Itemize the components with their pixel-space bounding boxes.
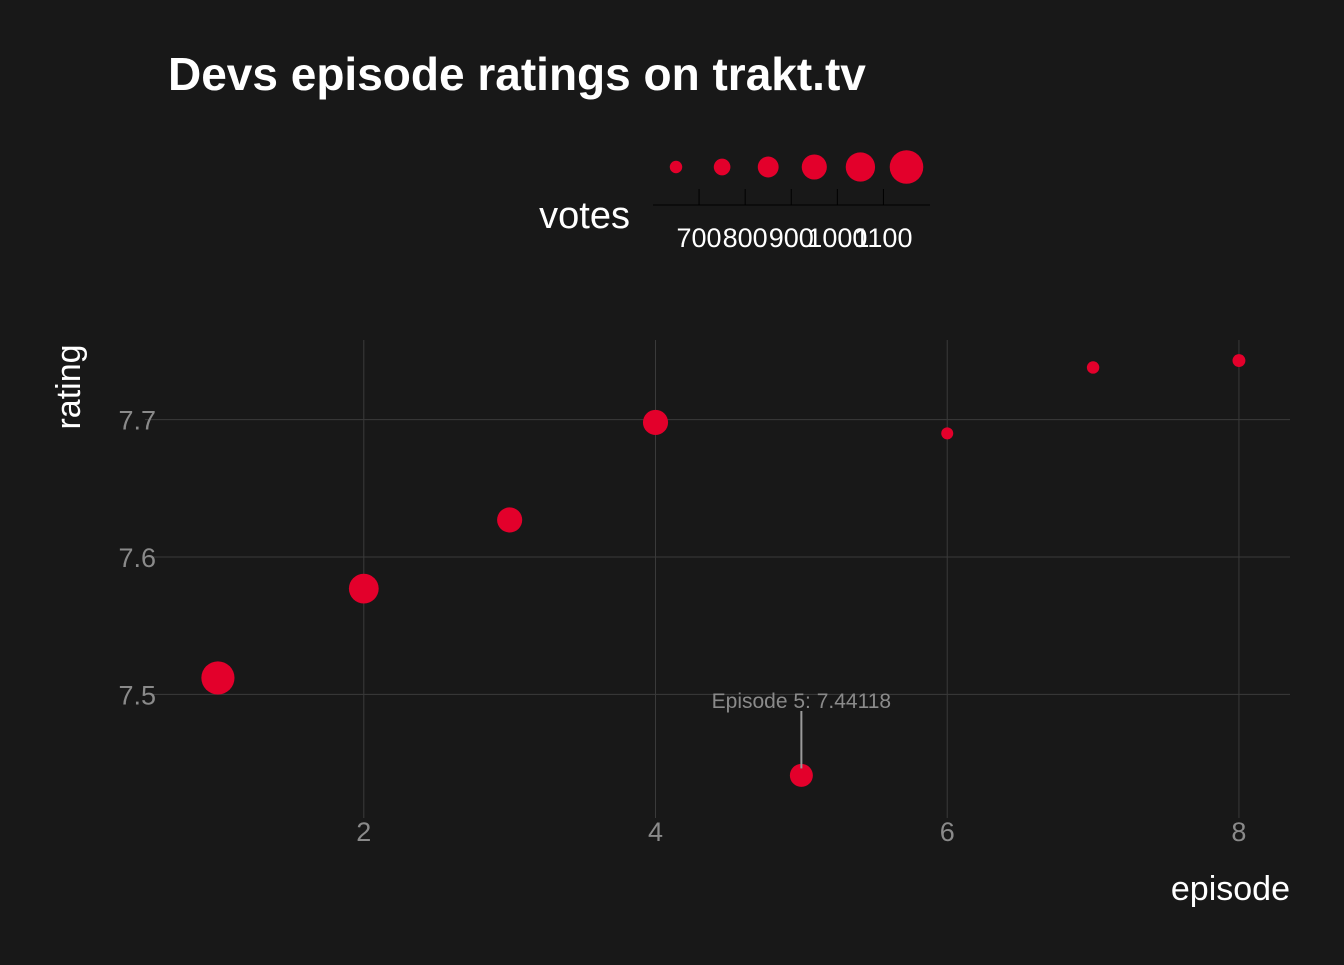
x-tick-label: 4 bbox=[648, 817, 663, 847]
y-tick-label: 7.5 bbox=[118, 680, 156, 710]
x-tick-label: 2 bbox=[356, 817, 371, 847]
data-point bbox=[1086, 361, 1100, 374]
legend-break-label: 800 bbox=[723, 223, 768, 253]
legend-title: votes bbox=[539, 195, 630, 237]
x-tick-label: 6 bbox=[940, 817, 955, 847]
y-tick-label: 7.6 bbox=[118, 543, 156, 573]
data-point bbox=[941, 427, 954, 440]
legend-key bbox=[669, 160, 683, 174]
annotation-label: Episode 5: 7.44118 bbox=[712, 690, 891, 713]
axes: 2 4 6 8 7.5 7.6 7.7 bbox=[118, 406, 1246, 847]
legend-key bbox=[713, 158, 731, 176]
legend-break-label: 700 bbox=[677, 223, 722, 253]
legend-key bbox=[757, 156, 779, 178]
data-point bbox=[497, 507, 523, 533]
data-point bbox=[642, 409, 669, 435]
legend-key bbox=[845, 152, 876, 182]
annotations: Episode 5: 7.44118 bbox=[712, 690, 891, 769]
grid bbox=[145, 340, 1290, 818]
data-points bbox=[201, 354, 1246, 787]
data-point bbox=[1232, 354, 1246, 368]
data-point bbox=[201, 661, 235, 695]
legend-break-label: 1000 bbox=[807, 223, 867, 253]
data-point bbox=[789, 763, 813, 787]
legend-key bbox=[889, 150, 924, 184]
data-point bbox=[348, 573, 379, 604]
chart-title: Devs episode ratings on trakt.tv bbox=[168, 48, 866, 100]
x-axis-label: episode bbox=[1171, 870, 1290, 908]
x-tick-label: 8 bbox=[1231, 817, 1246, 847]
legend-break-label: 1100 bbox=[854, 223, 912, 253]
y-axis-label: rating bbox=[50, 344, 88, 429]
legend-key bbox=[801, 154, 827, 180]
y-tick-label: 7.7 bbox=[118, 406, 156, 436]
legend-break-label: 900 bbox=[769, 223, 814, 253]
